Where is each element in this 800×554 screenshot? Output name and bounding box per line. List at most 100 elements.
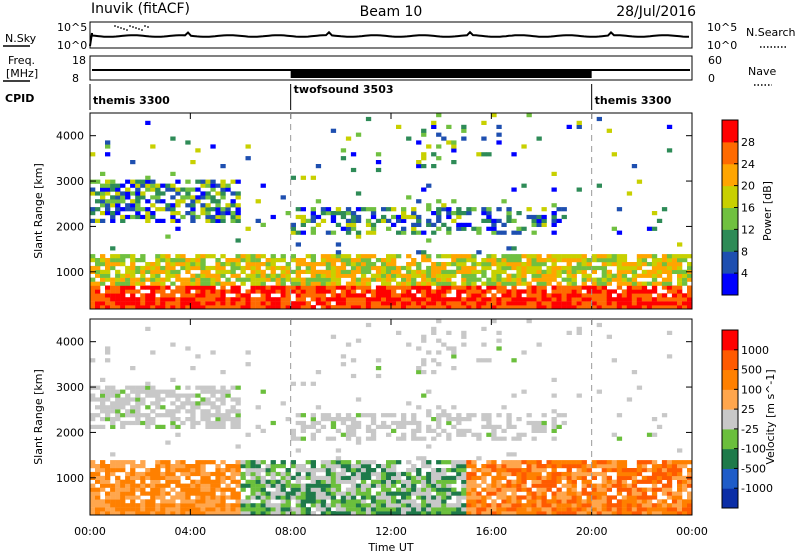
heatmap-cell — [350, 471, 357, 477]
heatmap-cell — [561, 475, 567, 480]
heatmap-cell — [621, 297, 628, 302]
y-tick-label: 4000 — [56, 130, 84, 143]
heatmap-cell — [295, 507, 301, 512]
heatmap-cell — [295, 420, 301, 426]
heatmap-cell — [125, 187, 131, 192]
heatmap-cell — [305, 281, 311, 286]
heatmap-cell — [295, 413, 301, 418]
heatmap-cell — [551, 417, 557, 422]
heatmap-cell — [646, 495, 653, 500]
heatmap-cell — [125, 207, 131, 212]
heatmap-cell — [230, 199, 236, 204]
heatmap-cell — [200, 389, 206, 394]
heatmap-cell — [350, 483, 357, 488]
heatmap-cell — [486, 152, 492, 157]
heatmap-cell — [240, 265, 246, 271]
heatmap-cell — [581, 285, 587, 290]
heatmap-cell — [150, 289, 156, 294]
heatmap-cell — [516, 471, 522, 477]
heatmap-cell — [677, 499, 683, 504]
heatmap-cell — [245, 156, 251, 161]
heatmap-cell — [320, 273, 327, 278]
heatmap-cell — [125, 393, 131, 398]
heatmap-cell — [310, 468, 316, 473]
heatmap-cell — [325, 305, 332, 310]
heatmap-cell — [185, 417, 191, 422]
heatmap-cell — [621, 475, 628, 480]
heatmap-cell — [130, 507, 136, 512]
heatmap-cell — [521, 495, 527, 500]
heatmap-cell — [125, 511, 131, 516]
heatmap-cell — [250, 301, 256, 306]
heatmap-cell — [661, 305, 668, 310]
heatmap-cell — [320, 254, 327, 259]
heatmap-cell — [521, 273, 527, 278]
heatmap-cell — [210, 199, 216, 204]
heatmap-cell — [165, 203, 171, 208]
heatmap-cell — [526, 511, 532, 516]
heatmap-cell — [320, 495, 327, 500]
heatmap-cell — [636, 301, 643, 306]
heatmap-cell — [551, 214, 557, 220]
heatmap-cell — [496, 262, 502, 267]
heatmap-cell — [320, 285, 327, 290]
heatmap-cell — [130, 491, 136, 496]
heatmap-cell — [576, 258, 582, 263]
heatmap-cell — [275, 301, 281, 306]
heatmap-cell — [536, 285, 542, 290]
heatmap-cell — [426, 483, 432, 488]
heatmap-cell — [200, 277, 206, 282]
heatmap-cell — [200, 305, 206, 310]
heatmap-cell — [110, 503, 116, 508]
heatmap-cell — [436, 413, 442, 418]
heatmap-cell — [305, 499, 311, 504]
heatmap-cell — [666, 503, 673, 508]
heatmap-cell — [135, 191, 141, 196]
heatmap-cell — [536, 468, 542, 473]
heatmap-cell — [240, 499, 246, 504]
heatmap-cell — [641, 305, 648, 310]
heatmap-cell — [651, 281, 658, 286]
heatmap-cell — [370, 226, 377, 231]
heatmap-cell — [285, 475, 291, 480]
heatmap-cell — [491, 222, 497, 227]
heatmap-cell — [370, 293, 377, 298]
heatmap-cell — [381, 420, 387, 426]
heatmap-cell — [120, 277, 126, 282]
heatmap-cell — [651, 460, 658, 465]
date-title: 28/Jul/2016 — [616, 4, 696, 20]
heatmap-cell — [666, 471, 673, 477]
heatmap-cell — [265, 289, 271, 294]
heatmap-cell — [355, 420, 362, 426]
heatmap-cell — [330, 491, 337, 496]
heatmap-cell — [270, 471, 276, 477]
heatmap-cell — [516, 211, 522, 216]
heatmap-cell — [576, 254, 582, 259]
heatmap-cell — [370, 479, 377, 484]
heatmap-cell — [190, 424, 196, 429]
heatmap-cell — [501, 487, 507, 492]
heatmap-cell — [375, 475, 382, 480]
heatmap-cell — [220, 191, 226, 196]
heatmap-cell — [511, 301, 517, 306]
heatmap-cell — [401, 218, 407, 223]
heatmap-cell — [501, 511, 507, 516]
heatmap-cell — [110, 424, 116, 429]
heatmap-cell — [671, 293, 678, 298]
heatmap-cell — [616, 262, 623, 267]
heatmap-cell — [516, 262, 522, 267]
heatmap-cell — [220, 289, 226, 294]
heatmap-cell — [225, 211, 231, 216]
heatmap-cell — [260, 301, 266, 306]
heatmap-cell — [621, 265, 628, 271]
heatmap-cell — [350, 420, 357, 426]
heatmap-cell — [205, 297, 211, 302]
heatmap-cell — [381, 269, 387, 274]
heatmap-cell — [255, 424, 261, 429]
heatmap-cell — [481, 479, 487, 484]
heatmap-cell — [591, 511, 597, 516]
heatmap-cell — [561, 511, 567, 516]
heatmap-cell — [150, 144, 156, 149]
heatmap-cell — [95, 269, 101, 274]
heatmap-cell — [451, 160, 457, 165]
